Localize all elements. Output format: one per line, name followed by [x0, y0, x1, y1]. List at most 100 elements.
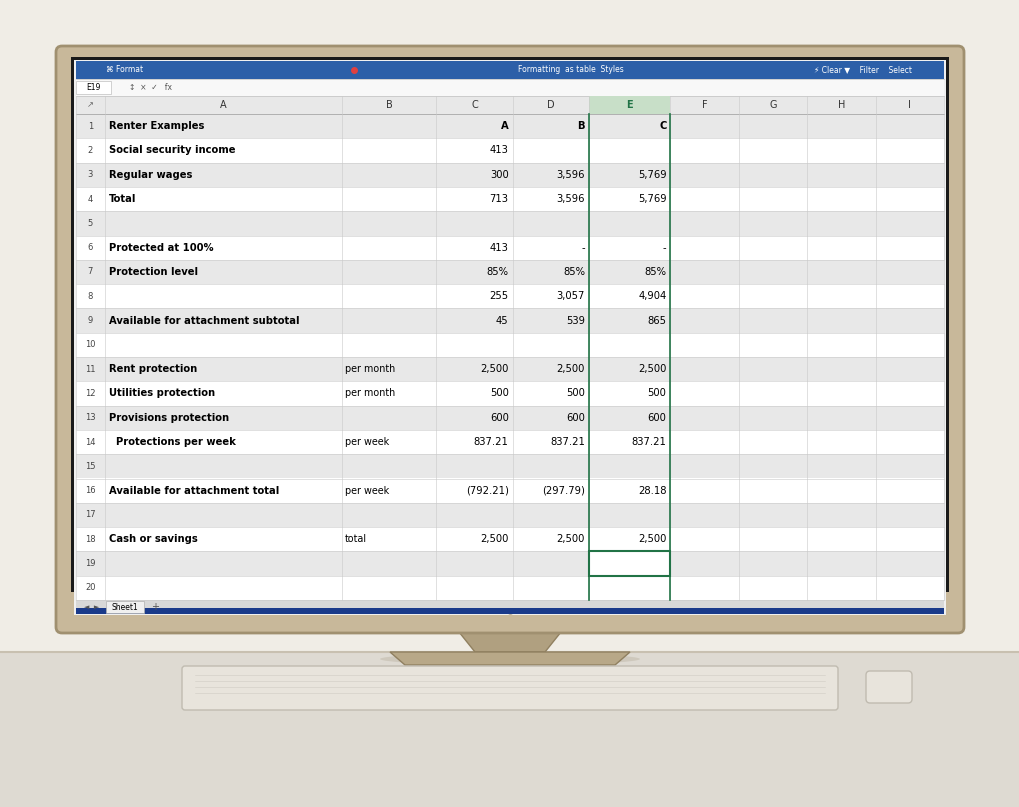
Bar — [76, 211, 943, 236]
Text: A: A — [500, 121, 508, 132]
Bar — [106, 601, 144, 613]
Text: Protections per week: Protections per week — [109, 437, 235, 447]
Text: 12: 12 — [86, 389, 96, 398]
Ellipse shape — [380, 653, 639, 665]
Text: 8: 8 — [88, 292, 93, 301]
Text: 837.21: 837.21 — [473, 437, 508, 447]
Text: 85%: 85% — [644, 267, 665, 277]
Text: ⚡ Clear ▼    Filter    Select: ⚡ Clear ▼ Filter Select — [813, 65, 911, 74]
Text: 3: 3 — [88, 170, 93, 179]
Text: 2,500: 2,500 — [480, 364, 508, 374]
Text: 713: 713 — [489, 194, 508, 204]
Bar — [57, 52, 59, 627]
Bar — [76, 454, 943, 479]
Text: 255: 255 — [489, 291, 508, 301]
Bar — [76, 260, 943, 284]
Bar — [62, 47, 957, 49]
Bar — [76, 187, 943, 211]
Bar — [60, 52, 62, 627]
Bar — [588, 96, 669, 114]
Bar — [76, 479, 943, 503]
Text: 4: 4 — [88, 194, 93, 203]
Text: 14: 14 — [86, 437, 96, 446]
Text: 13: 13 — [85, 413, 96, 422]
Bar — [76, 600, 943, 614]
Text: Available for attachment total: Available for attachment total — [109, 486, 279, 495]
Bar — [588, 551, 669, 575]
Text: per week: per week — [344, 486, 388, 495]
Text: 2,500: 2,500 — [480, 534, 508, 544]
Bar — [76, 79, 943, 96]
Text: 18: 18 — [85, 535, 96, 544]
Bar — [76, 381, 943, 406]
Bar — [76, 138, 943, 162]
Bar — [58, 52, 60, 627]
Bar — [62, 46, 957, 48]
Text: 3,596: 3,596 — [555, 169, 584, 180]
Bar — [76, 406, 943, 430]
Text: 20: 20 — [86, 583, 96, 592]
Text: B: B — [577, 121, 584, 132]
Text: G: G — [768, 100, 776, 110]
Text: -: - — [581, 243, 584, 253]
Text: 2,500: 2,500 — [556, 534, 584, 544]
Bar — [62, 50, 957, 52]
Text: 413: 413 — [489, 145, 508, 156]
Text: Rent protection: Rent protection — [109, 364, 197, 374]
Text: 2,500: 2,500 — [638, 364, 665, 374]
Text: A: A — [220, 100, 226, 110]
Text: 28.18: 28.18 — [637, 486, 665, 495]
Text: per week: per week — [344, 437, 388, 447]
Text: Social security income: Social security income — [109, 145, 235, 156]
Text: 85%: 85% — [486, 267, 508, 277]
Text: 3,057: 3,057 — [556, 291, 584, 301]
Text: 5,769: 5,769 — [637, 169, 665, 180]
Text: (297.79): (297.79) — [541, 486, 584, 495]
Text: E: E — [626, 100, 633, 110]
Bar — [62, 49, 957, 51]
Bar — [76, 81, 111, 94]
Text: 85%: 85% — [562, 267, 584, 277]
Text: 837.21: 837.21 — [631, 437, 665, 447]
Text: E19: E19 — [87, 83, 101, 92]
Polygon shape — [454, 627, 565, 652]
Bar — [76, 96, 943, 114]
Text: 5,769: 5,769 — [637, 194, 665, 204]
Text: 600: 600 — [647, 412, 665, 423]
FancyBboxPatch shape — [56, 46, 963, 633]
Bar — [76, 114, 943, 138]
Text: Available for attachment subtotal: Available for attachment subtotal — [109, 316, 300, 325]
Bar — [76, 575, 943, 600]
Text: 600: 600 — [566, 412, 584, 423]
Text: ⌘ Format: ⌘ Format — [106, 65, 143, 74]
Text: 413: 413 — [489, 243, 508, 253]
Text: D: D — [546, 100, 554, 110]
Bar — [76, 527, 943, 551]
Text: B: B — [385, 100, 392, 110]
Text: Protection level: Protection level — [109, 267, 198, 277]
Text: C: C — [471, 100, 477, 110]
Text: per month: per month — [344, 388, 394, 399]
Text: 15: 15 — [86, 462, 96, 470]
Bar — [68, 592, 951, 627]
Text: Protected at 100%: Protected at 100% — [109, 243, 213, 253]
Text: 11: 11 — [86, 365, 96, 374]
Text: 1: 1 — [88, 122, 93, 131]
Text: 500: 500 — [489, 388, 508, 399]
Text: +: + — [151, 602, 159, 612]
Text: 500: 500 — [566, 388, 584, 399]
Text: 16: 16 — [85, 486, 96, 495]
Text: 4,904: 4,904 — [638, 291, 665, 301]
Text: 2,500: 2,500 — [556, 364, 584, 374]
Text: per month: per month — [344, 364, 394, 374]
Bar — [55, 52, 57, 627]
Bar — [74, 60, 945, 615]
Bar — [76, 284, 943, 308]
Bar — [76, 551, 943, 575]
Bar — [62, 48, 957, 50]
Bar — [76, 608, 943, 614]
Text: Total: Total — [109, 194, 137, 204]
Bar — [76, 503, 943, 527]
Text: Renter Examples: Renter Examples — [109, 121, 204, 132]
Text: Regular wages: Regular wages — [109, 169, 193, 180]
